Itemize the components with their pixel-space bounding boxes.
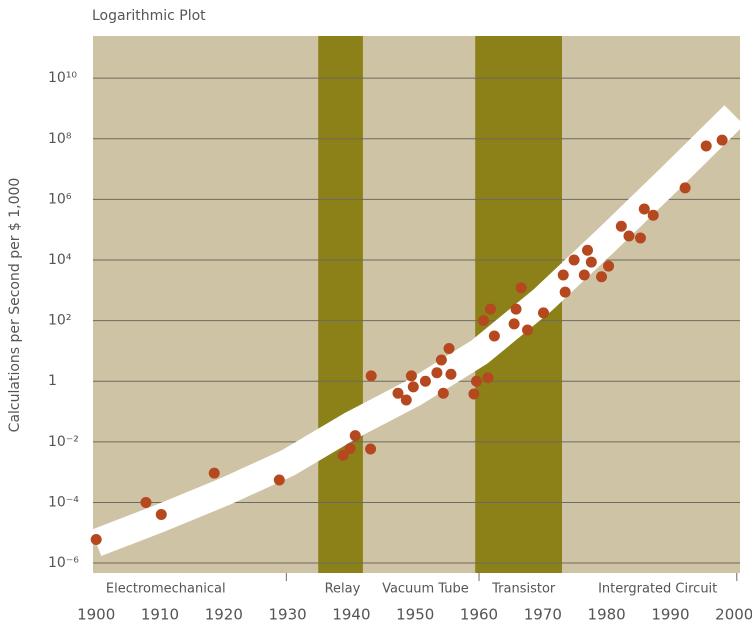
y-tick-label: 10⁸ xyxy=(48,131,72,147)
data-point xyxy=(623,230,635,242)
y-tick-label: 10⁻⁴ xyxy=(48,494,79,510)
data-point xyxy=(365,443,377,455)
data-point xyxy=(273,474,285,486)
data-point xyxy=(716,134,728,146)
data-point xyxy=(140,496,152,508)
data-point xyxy=(647,209,659,221)
data-point xyxy=(485,303,497,315)
data-point xyxy=(585,256,597,268)
era-label: Relay xyxy=(325,582,361,597)
data-point xyxy=(515,282,527,294)
data-point xyxy=(443,343,455,355)
x-tick-label: 1940 xyxy=(332,606,370,624)
data-point xyxy=(437,387,449,399)
y-tick-label: 10⁻⁶ xyxy=(48,555,79,571)
x-tick-label: 1950 xyxy=(396,606,434,624)
data-point xyxy=(603,260,615,272)
data-point xyxy=(559,286,571,298)
x-tick-label: 1930 xyxy=(269,606,307,624)
y-tick-label: 1 xyxy=(48,373,57,389)
data-point xyxy=(407,381,419,393)
data-point xyxy=(400,394,412,406)
data-point xyxy=(344,443,356,455)
data-point xyxy=(522,324,534,336)
x-tick-label: 1920 xyxy=(205,606,243,624)
data-point xyxy=(477,315,489,327)
data-point xyxy=(470,375,482,387)
x-tick-label: 1960 xyxy=(460,606,498,624)
data-point xyxy=(349,430,361,442)
data-point xyxy=(419,375,431,387)
x-tick-label: 1970 xyxy=(524,606,562,624)
data-point xyxy=(568,254,580,266)
x-tick-label: 1980 xyxy=(588,606,626,624)
data-point xyxy=(700,140,712,152)
data-point xyxy=(508,318,520,330)
data-point xyxy=(468,388,480,400)
era-label: Transistor xyxy=(491,582,556,597)
y-tick-label: 10⁶ xyxy=(48,191,72,207)
data-point xyxy=(392,387,404,399)
data-point xyxy=(615,220,627,232)
y-axis-label: Calculations per Second per $ 1,000 xyxy=(7,178,23,433)
data-point xyxy=(638,203,650,215)
data-point xyxy=(634,232,646,244)
era-label: Electromechanical xyxy=(106,582,226,597)
y-tick-label: 10¹⁰ xyxy=(48,70,77,86)
data-point xyxy=(578,269,590,281)
data-point xyxy=(405,370,417,382)
data-point xyxy=(155,509,167,521)
era-band xyxy=(318,36,363,573)
data-point xyxy=(208,467,220,479)
data-point xyxy=(435,354,447,366)
x-tick-label: 1910 xyxy=(141,606,179,624)
data-point xyxy=(482,372,494,384)
data-point xyxy=(431,367,443,379)
x-tick-label: 1990 xyxy=(651,606,689,624)
x-tick-label: 2000 xyxy=(715,606,752,624)
data-point xyxy=(365,370,377,382)
data-point xyxy=(337,449,349,461)
y-tick-label: 10⁴ xyxy=(48,252,72,268)
data-point xyxy=(488,330,500,342)
y-tick-label: 10⁻² xyxy=(48,434,79,450)
data-point xyxy=(557,269,569,281)
data-point xyxy=(445,368,457,380)
data-point xyxy=(537,307,549,319)
data-point xyxy=(582,244,594,256)
x-tick-label: 1900 xyxy=(77,606,115,624)
plot-background xyxy=(93,36,740,573)
data-point xyxy=(679,182,691,194)
chart-title: Logarithmic Plot xyxy=(92,8,206,24)
era-label: Intergrated Circuit xyxy=(598,582,717,597)
data-point xyxy=(510,303,522,315)
data-point xyxy=(90,533,102,545)
era-label: Vacuum Tube xyxy=(382,582,469,597)
y-tick-label: 10² xyxy=(48,313,71,329)
data-point xyxy=(596,271,608,283)
